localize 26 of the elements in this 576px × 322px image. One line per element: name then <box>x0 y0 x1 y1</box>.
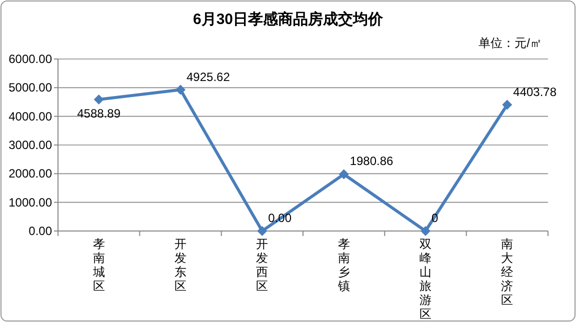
y-tick-label: 5000.00 <box>8 80 52 95</box>
x-tick-label: 开发西区 <box>256 237 268 293</box>
data-label: 0 <box>432 211 438 225</box>
point <box>176 84 186 95</box>
y-tick-label: 2000.00 <box>8 166 52 181</box>
data-label: 4403.78 <box>513 84 557 99</box>
data-label: 4588.89 <box>77 106 121 120</box>
x-tick-label: 孝南乡镇 <box>336 237 350 293</box>
point <box>502 100 512 110</box>
point <box>94 94 104 104</box>
x-tick-label: 孝南城区 <box>92 237 105 293</box>
y-tick-label: 0.00 <box>28 224 52 238</box>
x-tick-label: 开发东区 <box>174 237 186 293</box>
point <box>420 226 430 236</box>
y-tick-label: 4000.00 <box>8 109 52 124</box>
data-label: 1980.86 <box>350 154 394 168</box>
point <box>338 169 349 180</box>
x-tick-label: 南大经济区 <box>501 237 514 307</box>
y-tick-label: 6000.00 <box>8 52 52 66</box>
point <box>257 226 268 236</box>
y-tick-label: 3000.00 <box>8 138 52 152</box>
text: 单位：元/㎡ <box>478 36 542 50</box>
y-tick-label: 1000.00 <box>8 195 52 210</box>
data-label: 4925.62 <box>186 70 230 84</box>
x-tick-label: 双峰山旅游区 <box>420 237 432 321</box>
chart-title: 6月30日孝感商品房成交均价 <box>192 10 384 28</box>
